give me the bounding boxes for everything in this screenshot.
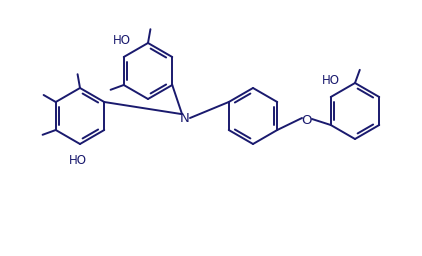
Text: HO: HO bbox=[113, 34, 131, 47]
Text: HO: HO bbox=[322, 74, 340, 87]
Text: N: N bbox=[180, 112, 190, 124]
Text: HO: HO bbox=[69, 154, 87, 167]
Text: O: O bbox=[302, 114, 312, 127]
